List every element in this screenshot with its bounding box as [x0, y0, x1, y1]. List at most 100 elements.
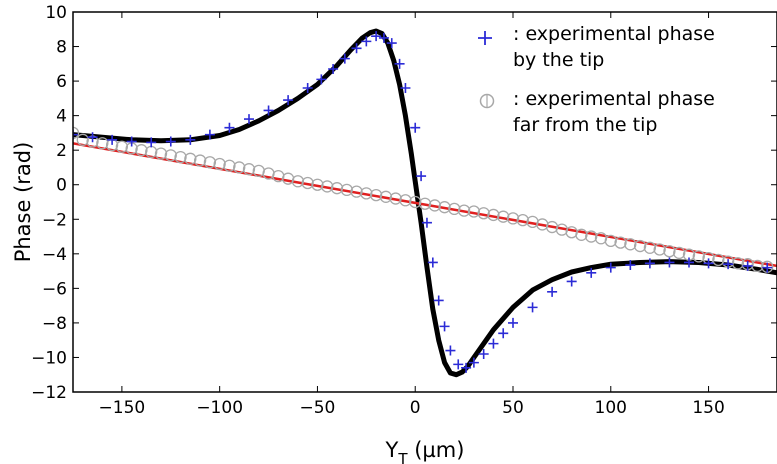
data-point-far	[673, 246, 686, 260]
x-axis-label-unit: (µm)	[408, 438, 465, 462]
data-point-tip	[416, 171, 427, 182]
data-point-far	[624, 238, 637, 251]
data-point-tip	[684, 257, 694, 268]
data-point-tip	[126, 136, 137, 147]
y-tick-label: 4	[56, 107, 67, 127]
data-point-tip	[302, 83, 313, 93]
data-point-tip	[461, 362, 472, 373]
x-tick-label: 150	[692, 398, 724, 418]
data-point-far	[360, 187, 373, 200]
data-point-far	[379, 190, 393, 203]
data-point-tip	[762, 262, 773, 273]
data-point-tip	[400, 83, 411, 93]
data-point-tip	[508, 317, 518, 328]
data-point-far	[653, 243, 666, 256]
x-tick-label: −150	[99, 398, 146, 418]
data-point-far	[115, 140, 129, 153]
data-point-far	[506, 212, 520, 225]
data-point-tip	[87, 132, 98, 143]
data-point-tip	[316, 74, 327, 85]
legend-plus-marker	[478, 31, 492, 45]
y-tick-label: 2	[56, 141, 67, 161]
data-point-far	[311, 178, 324, 191]
data-point-tip	[547, 286, 558, 297]
data-point-far	[76, 133, 89, 146]
data-point-tip	[566, 276, 577, 287]
data-point-tip	[703, 258, 714, 269]
x-tick-label: 0	[410, 398, 421, 418]
data-point-far	[604, 234, 617, 248]
y-tick-label: 0	[56, 176, 67, 196]
data-point-far	[330, 182, 344, 195]
data-point-far	[184, 152, 197, 165]
data-point-tip	[386, 38, 397, 49]
data-point-far	[585, 230, 598, 243]
data-point-tip	[723, 259, 734, 270]
data-point-far	[223, 159, 236, 172]
series-layer	[73, 28, 777, 378]
fit-curve-tip	[73, 28, 777, 378]
data-point-far	[242, 163, 256, 176]
x-axis-label: YT (µm)	[385, 438, 465, 464]
data-point-tip	[146, 137, 157, 148]
data-point-tip	[478, 349, 489, 359]
data-point-tip	[527, 302, 538, 313]
y-tick-label: −12	[31, 383, 67, 403]
data-point-far	[692, 250, 705, 263]
data-point-tip	[742, 260, 753, 271]
data-point-far	[321, 180, 334, 193]
data-point-tip	[427, 257, 438, 268]
legend-label-far: far from the tip	[513, 114, 657, 136]
data-point-far	[409, 195, 422, 209]
data-point-far	[457, 204, 471, 217]
x-tick-label: 50	[502, 398, 524, 418]
x-tick-label: −50	[299, 398, 335, 418]
data-point-far	[712, 253, 725, 267]
data-point-tip	[498, 328, 509, 339]
data-point-tip	[378, 32, 389, 43]
data-point-far	[135, 144, 148, 157]
data-point-far	[633, 239, 647, 253]
data-point-tip	[410, 122, 421, 133]
data-point-tip	[605, 262, 616, 273]
ticks-layer: −150 −100 −50 0 50 100 150 −12 −10 −8 −6 −4 −2 0 2 4 6 8 1…	[31, 3, 777, 418]
data-point-tip	[421, 217, 432, 228]
data-point-far	[399, 194, 412, 207]
data-point-far	[174, 150, 187, 164]
data-point-far	[233, 161, 246, 174]
data-point-tip	[244, 114, 254, 125]
data-point-far	[614, 236, 627, 249]
data-point-far	[164, 149, 177, 162]
data-point-far	[73, 126, 80, 140]
data-point-tip	[185, 134, 196, 145]
data-point-tip	[394, 58, 405, 69]
data-point-tip	[439, 321, 450, 332]
y-tick-label: 6	[56, 72, 67, 92]
y-axis-label: Phase (rad)	[11, 142, 35, 263]
y-tick-label: 10	[45, 3, 67, 23]
data-point-tip	[204, 129, 215, 140]
y-tick-label: −6	[42, 279, 67, 299]
data-point-far	[154, 147, 168, 160]
data-point-far	[643, 241, 657, 254]
y-tick-label: 8	[56, 38, 67, 58]
data-point-far	[428, 199, 441, 212]
data-point-far	[96, 137, 109, 150]
data-point-far	[516, 213, 529, 227]
data-point-tip	[263, 105, 274, 116]
data-point-tip	[644, 258, 655, 269]
data-point-far	[340, 183, 353, 197]
data-point-tip	[468, 357, 479, 368]
x-tick-label: −100	[196, 398, 243, 418]
data-point-far	[369, 188, 383, 202]
data-point-far	[487, 208, 500, 222]
data-point-far	[291, 175, 305, 188]
x-axis-label-main: Y	[385, 438, 399, 462]
plot-frame	[72, 11, 777, 393]
data-point-far	[193, 154, 207, 167]
legend: : experimental phase by the tip: experime…	[478, 23, 715, 136]
data-point-far	[301, 176, 314, 190]
y-tick-label: −8	[42, 314, 67, 334]
data-point-tip	[453, 359, 464, 370]
